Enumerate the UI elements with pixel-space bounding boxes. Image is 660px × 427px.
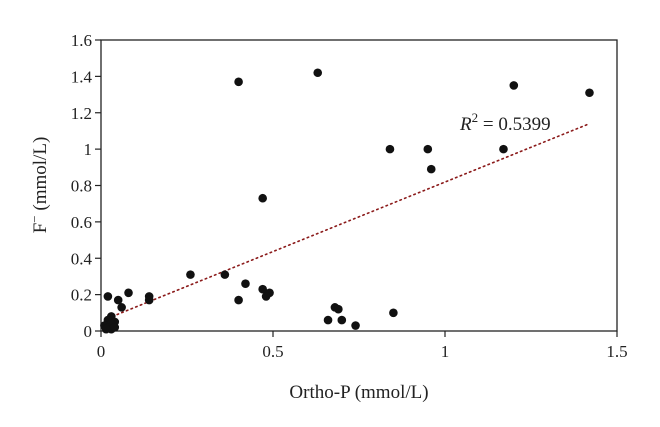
data-point bbox=[234, 77, 243, 87]
data-point bbox=[234, 295, 243, 305]
y-axis-title-main: F bbox=[30, 223, 51, 234]
data-point bbox=[220, 270, 230, 279]
data-point bbox=[385, 144, 395, 154]
x-axis-title: Ortho-P (mmol/L) bbox=[289, 382, 428, 403]
data-point bbox=[585, 88, 594, 98]
y-axis-title-rest: (mmol/L) bbox=[30, 137, 51, 216]
y-axis-ticks: 0 0.2 0.4 0.6 0.8 1 1.2 1.4 1.6 bbox=[71, 31, 101, 341]
data-point bbox=[124, 288, 133, 298]
y-tick-label: 0.2 bbox=[71, 286, 92, 305]
y-tick-label: 1.2 bbox=[71, 104, 92, 123]
data-point bbox=[389, 308, 398, 318]
data-point bbox=[186, 270, 195, 279]
r-squared-r: R bbox=[459, 114, 472, 135]
trendline-group bbox=[107, 122, 591, 320]
x-tick-label: 1 bbox=[441, 342, 450, 361]
trendline bbox=[107, 122, 591, 320]
r-squared-exponent: 2 bbox=[472, 110, 479, 125]
data-point bbox=[499, 144, 508, 154]
data-point bbox=[103, 292, 113, 301]
data-point bbox=[258, 193, 267, 203]
r-squared-annotation: R2 = 0.5399 bbox=[459, 110, 551, 135]
data-point bbox=[313, 68, 323, 78]
data-point bbox=[144, 295, 154, 305]
y-axis-title: F− (mmol/L) bbox=[27, 137, 51, 234]
y-tick-label: 1 bbox=[84, 140, 93, 159]
data-point bbox=[509, 81, 519, 90]
x-tick-label: 1.5 bbox=[606, 342, 627, 361]
data-point bbox=[241, 279, 250, 289]
data-point bbox=[101, 324, 111, 334]
data-point bbox=[110, 323, 120, 332]
data-point bbox=[351, 321, 360, 330]
data-point bbox=[113, 295, 123, 305]
data-point bbox=[337, 315, 347, 325]
plot-frame bbox=[100, 39, 618, 332]
y-tick-label: 0.4 bbox=[71, 249, 93, 268]
y-tick-label: 1.4 bbox=[71, 67, 93, 86]
y-tick-label: 0.6 bbox=[71, 213, 92, 232]
data-point bbox=[117, 303, 126, 312]
data-point bbox=[323, 315, 333, 325]
data-point bbox=[334, 304, 343, 314]
x-tick-label: 0 bbox=[97, 342, 106, 361]
data-point bbox=[258, 284, 267, 294]
data-point bbox=[261, 292, 271, 301]
r-squared-value: = 0.5399 bbox=[478, 114, 550, 135]
data-point bbox=[426, 164, 436, 174]
y-axis-title-superscript: − bbox=[27, 215, 42, 222]
y-tick-label: 0.8 bbox=[71, 177, 92, 196]
data-points bbox=[100, 68, 594, 334]
y-tick-label: 1.6 bbox=[71, 31, 92, 50]
axes bbox=[100, 39, 618, 332]
x-tick-label: 0.5 bbox=[262, 342, 283, 361]
data-point bbox=[423, 144, 433, 154]
x-axis-ticks: 0 0.5 1 1.5 bbox=[97, 331, 628, 361]
y-tick-label: 0 bbox=[84, 322, 93, 341]
